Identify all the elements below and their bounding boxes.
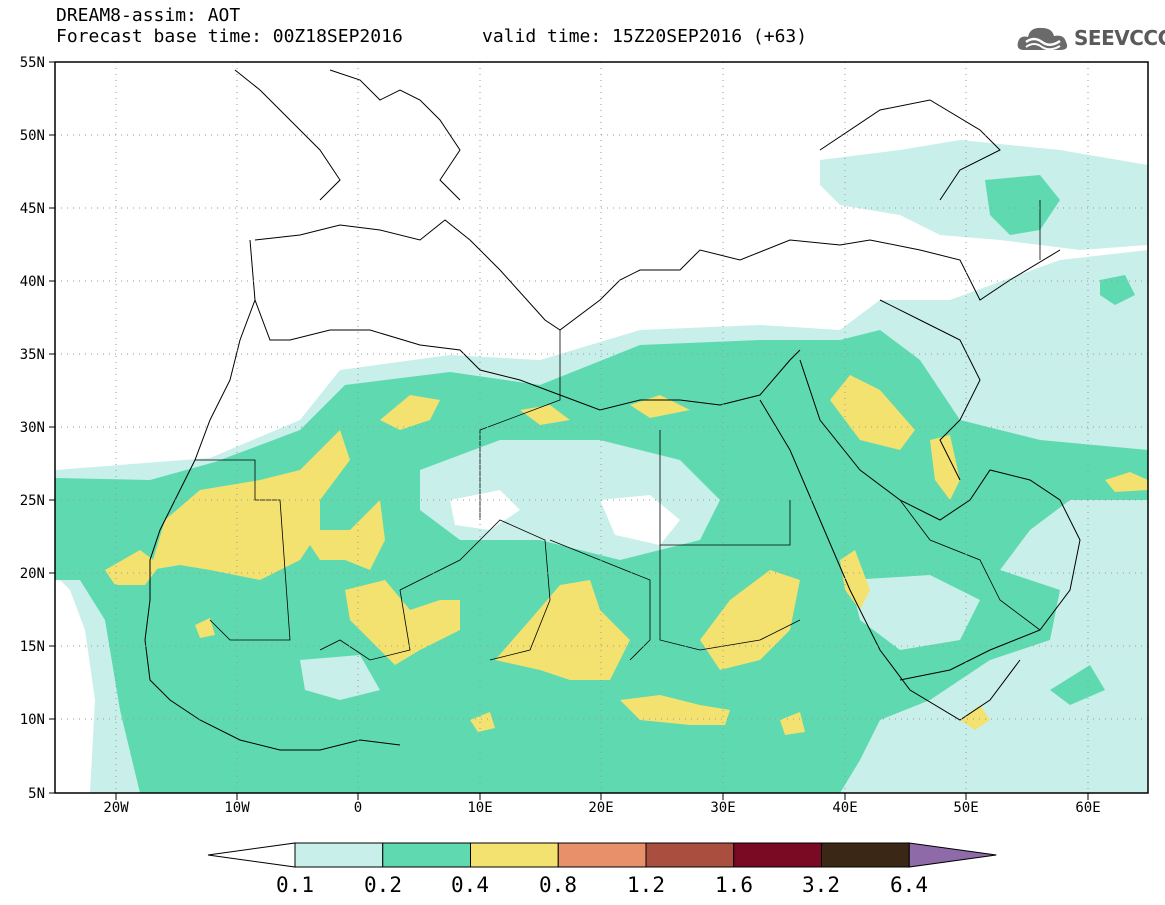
coastlines <box>144 69 1081 751</box>
logo-text: SEEVCCC <box>1074 26 1165 50</box>
aot-contour-low <box>820 140 1148 250</box>
lat-label: 35N <box>20 347 45 363</box>
lat-label: 25N <box>20 493 45 509</box>
aot-contour-high <box>930 435 960 500</box>
aot-contour-high <box>105 550 160 585</box>
lon-label: 20W <box>103 800 129 816</box>
map-title: DREAM8-assim: AOT <box>56 5 241 26</box>
lon-label: 10W <box>224 800 250 816</box>
aot-contour-high <box>620 695 730 725</box>
lat-label: 15N <box>20 639 45 655</box>
aot-contour-mid <box>1100 275 1135 305</box>
aot-contour-high <box>700 570 800 670</box>
lon-label: 20E <box>588 800 613 816</box>
forecast-base-time: Forecast base time: 00Z18SEP2016 <box>56 26 403 47</box>
lon-label: 40E <box>832 800 857 816</box>
country-borders <box>195 200 1041 661</box>
aot-contour-mid <box>985 175 1060 235</box>
aot-contour-low <box>960 300 1148 400</box>
aot-contour-high <box>380 395 440 430</box>
aot-contour-high <box>840 550 870 610</box>
aot-contour-high <box>300 500 385 570</box>
lat-label: 10N <box>20 712 45 728</box>
aot-contour-hole <box>450 490 520 530</box>
aot-contour-mid <box>1050 665 1105 705</box>
lat-label: 5N <box>28 786 45 802</box>
aot-contour-high <box>150 430 350 580</box>
grid <box>55 62 1148 793</box>
lon-label: 30E <box>710 800 735 816</box>
aot-contour-high <box>195 618 215 638</box>
lat-label: 50N <box>20 128 45 144</box>
lat-label: 30N <box>20 420 45 436</box>
axis-ticks <box>49 61 1089 800</box>
lon-label: 10E <box>467 800 492 816</box>
valid-time: valid time: 15Z20SEP2016 (+63) <box>482 26 808 47</box>
aot-contour-high <box>495 580 630 680</box>
aot-contour-hole <box>300 655 380 700</box>
aot-contour-high <box>630 395 690 418</box>
lat-label: 55N <box>20 55 45 71</box>
lat-label: 20N <box>20 566 45 582</box>
aot-contour-high <box>345 580 460 665</box>
aot-contour-high <box>470 712 495 732</box>
seevccc-logo: SEEVCCC <box>1016 22 1165 56</box>
lon-label: 0 <box>354 800 362 816</box>
aot-contour-hole <box>850 575 980 650</box>
lat-label: 45N <box>20 201 45 217</box>
cloud-icon <box>1017 27 1068 51</box>
aot-contour-high <box>780 712 805 735</box>
aot-contour-high <box>830 375 915 450</box>
lon-label: 50E <box>953 800 978 816</box>
lon-label: 60E <box>1075 800 1100 816</box>
aot-contour-high <box>960 705 990 730</box>
aot-contour-high <box>1105 472 1148 492</box>
lat-label: 40N <box>20 274 45 290</box>
